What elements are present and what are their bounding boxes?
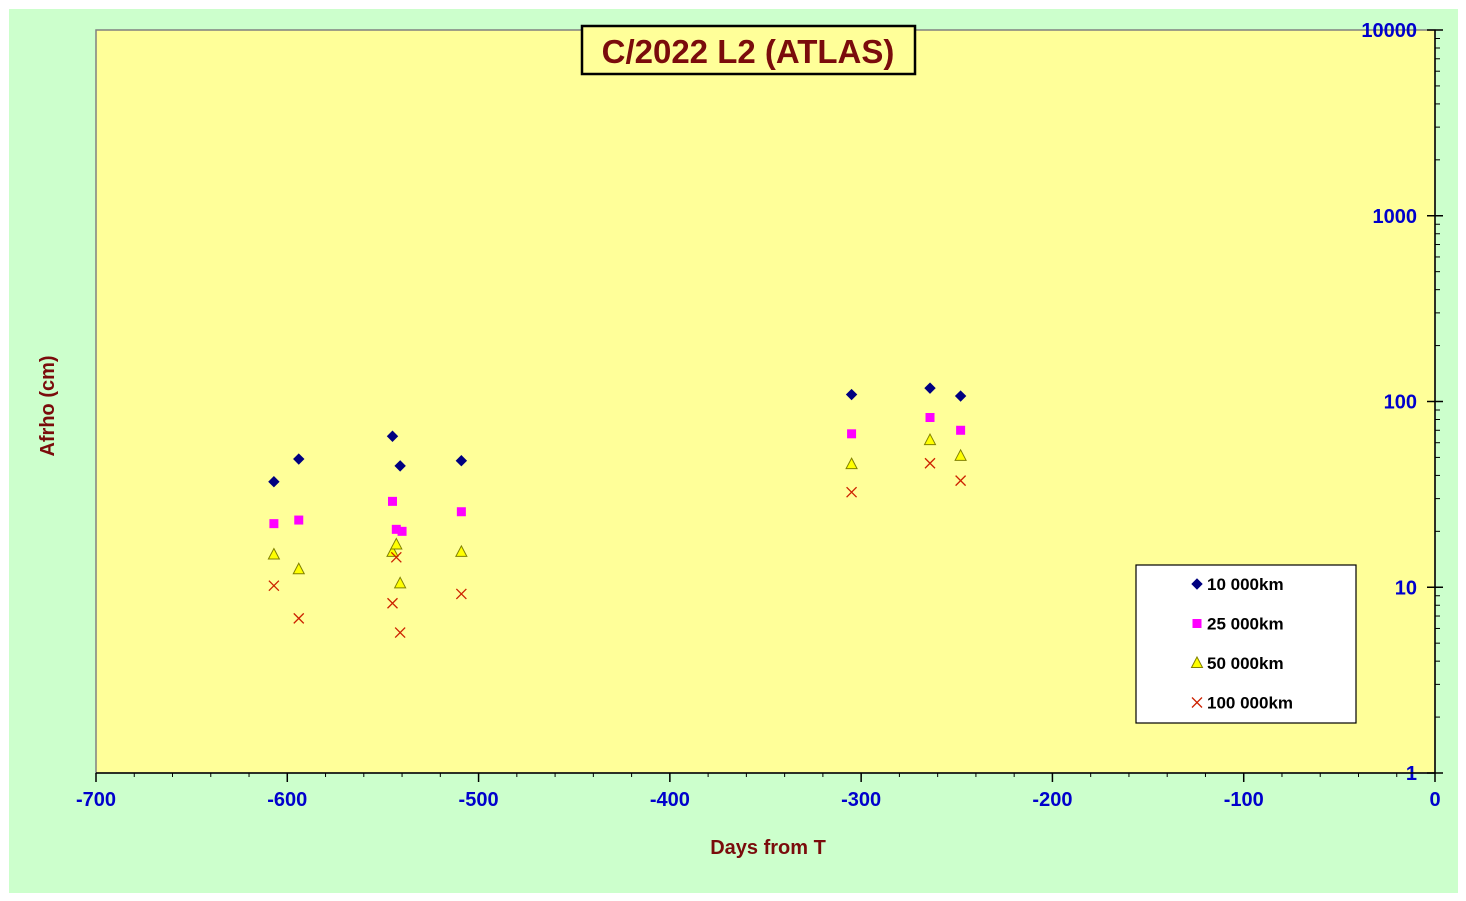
legend-box [1135,564,1357,724]
legend-label: 25 000km [1207,615,1284,634]
legend: 10 000km 25 000km 50 000km 100 000km [1135,564,1357,724]
data-point [956,425,966,435]
x-tick-label: -300 [841,789,881,811]
y-tick-label: 10 [1395,577,1417,599]
data-point [397,526,407,536]
data-point [455,544,468,557]
data-point [393,576,407,589]
legend-marker [1190,655,1204,668]
y-axis-title: Afrho (cm) [37,355,59,456]
y-tick-label: 100 [1384,392,1417,414]
data-point [293,453,305,465]
x-tick-label: -500 [459,789,499,811]
data-point [386,430,399,442]
data-point [955,475,967,487]
x-axis: -700 -600 -500 -400 -300 -200 -100 0 [76,772,1441,811]
data-point [390,551,402,563]
chart-title-frame [580,24,917,76]
data-point [293,612,305,624]
data-point [267,547,281,560]
data-point [394,460,406,472]
legend-label: 100 000km [1207,694,1293,713]
data-point [846,486,858,498]
x-tick-label: -700 [76,789,116,811]
data-point [387,597,398,609]
data-point [847,429,857,439]
data-point [394,627,406,639]
legend-label: 10 000km [1207,575,1284,594]
legend-marker [1191,697,1203,708]
data-point [924,457,936,469]
data-point [387,496,397,506]
x-tick-label: -100 [1224,789,1264,811]
data-markers [267,382,967,639]
y-tick-label: 10000 [1361,20,1417,42]
x-tick-label: -200 [1032,789,1072,811]
y-tick-label: 1 [1406,763,1417,785]
y-tick-label: 1000 [1373,206,1418,228]
x-tick-label: -400 [650,789,690,811]
x-tick-label: -600 [267,789,307,811]
legend-label: 50 000km [1207,654,1284,673]
y-axis: 1 10 100 1000 10000 [1361,20,1443,785]
data-point [391,524,401,534]
data-point [389,537,403,550]
data-point [294,515,304,525]
data-point [923,432,937,446]
data-point [456,507,466,517]
data-point [954,448,967,461]
chart-title: C/2022 L2 (ATLAS) [602,33,895,70]
data-point [269,519,279,529]
x-tick-label: 0 [1429,789,1440,811]
data-point [455,588,467,600]
data-point [455,455,468,467]
data-point [268,580,280,592]
legend-marker [1192,619,1202,628]
data-point [925,413,935,423]
data-point [268,475,280,488]
chart-title-box: C/2022 L2 (ATLAS) [580,24,917,76]
data-point [954,390,967,402]
data-point [292,562,306,575]
data-point [386,544,399,557]
data-point [845,388,858,401]
data-point [845,457,858,470]
data-point [924,382,936,394]
x-axis-title: Days from T [710,837,826,859]
legend-marker [1191,578,1203,590]
